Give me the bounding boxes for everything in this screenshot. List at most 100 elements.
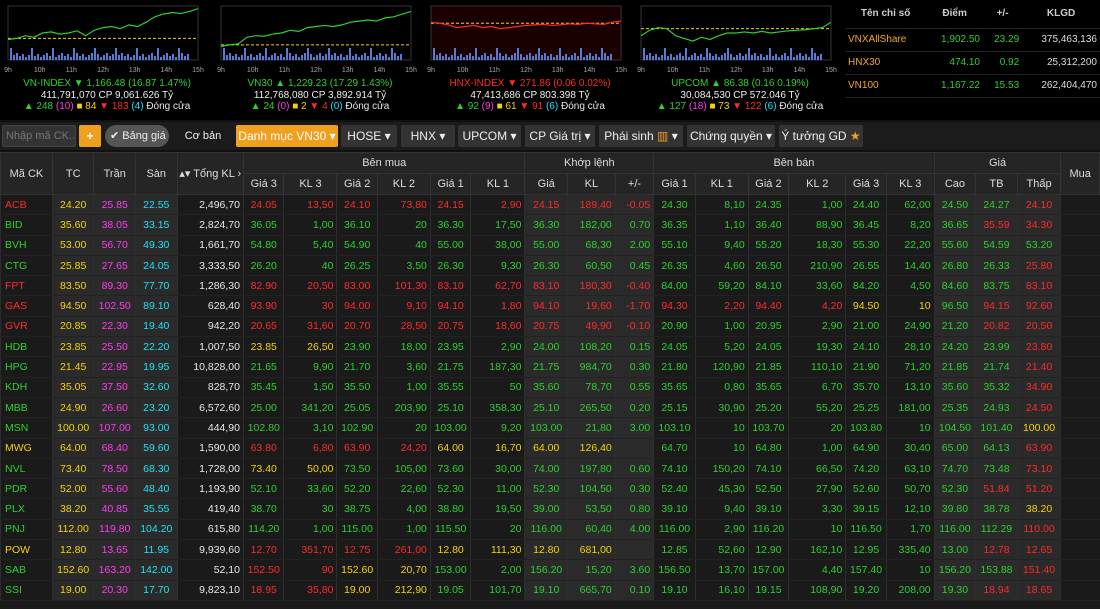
stock-row[interactable]: FPT 83.50 89.30 77.70 1,286,30 82.90 20,50 83.0… — [0, 275, 1100, 297]
stock-row[interactable]: MWG 64.00 68.40 59.60 1,590,00 63.80 6,80 63.90… — [0, 438, 1100, 459]
subcol-tb-16[interactable]: TB — [975, 173, 1018, 195]
stock-row[interactable]: PNJ 112.00 119.80 104.20 615,80 114.20 1,00 115… — [0, 519, 1100, 541]
symbol-cell[interactable]: HPG — [0, 356, 53, 378]
subcol-kl-1-10[interactable]: KL 1 — [694, 173, 749, 195]
symbol-cell[interactable]: BVH — [0, 235, 53, 256]
index-row[interactable]: VNXAllShare 1,902.50 23.29 375,463,136 — [845, 28, 1100, 52]
tab-derivatives[interactable]: Phái sinh ▥ ▾ — [599, 125, 683, 147]
col-ref-price[interactable]: TC — [51, 152, 95, 195]
tab-warrants[interactable]: Chứng quyền ▾ — [687, 125, 775, 147]
tab-vn30-watchlist[interactable]: Danh mục VN30 ▾ — [236, 125, 338, 147]
volume-bar — [181, 53, 183, 60]
tab-hnx[interactable]: HNX ▾ — [401, 125, 455, 147]
volume-bar — [502, 56, 504, 60]
symbol-cell[interactable]: POW — [0, 539, 53, 561]
stock-row[interactable]: MSN 100.00 107.00 93.00 444,90 102.80 3,10 102.… — [0, 417, 1100, 439]
stock-row[interactable]: ACB 24.20 25.85 22.55 2,496,70 24.05 13,50 24.1… — [0, 194, 1100, 216]
vn30-chart[interactable]: 9h 10h 11h 12h 13h 14h 15h VN30 ▲ 1,229.23 (17.… — [215, 0, 425, 120]
add-stock-button[interactable]: + — [79, 125, 101, 147]
col-buy[interactable]: Mua — [1060, 152, 1100, 195]
stock-row[interactable]: NVL 73.40 78.50 68.30 1,728,00 73.40 50,00 73.5… — [0, 458, 1100, 480]
stock-row[interactable]: MBB 24.90 26.60 23.20 6,572,60 25.00 341,20 25.… — [0, 397, 1100, 419]
symbol-cell[interactable]: MSN — [0, 417, 53, 439]
col-ceiling[interactable]: Trần — [93, 152, 136, 195]
volume-cell: 10 — [885, 295, 935, 317]
tab-label: HNX — [410, 129, 436, 143]
symbol-cell[interactable]: PDR — [0, 478, 53, 500]
volume-bar — [121, 53, 123, 60]
time-tick-label: 9h — [427, 67, 435, 74]
time-tick-label: 14h — [583, 67, 595, 74]
stock-row[interactable]: BID 35.60 38.05 33.15 2,824,70 36.05 1,00 36.10… — [0, 214, 1100, 236]
symbol-cell[interactable]: ACB — [0, 194, 53, 216]
volume-bar — [55, 57, 57, 60]
stock-row[interactable]: POW 12.80 13.65 11.95 9,939,60 12.70 351,70 12.… — [0, 539, 1100, 561]
stock-row[interactable]: KDH 35.05 37.50 32.60 828,70 35.45 1,50 35.50 1,… — [0, 377, 1100, 398]
subcol-gi-3-13[interactable]: Giá 3 — [845, 173, 887, 195]
col-symbol[interactable]: Mã CK — [0, 152, 53, 195]
price-cell: 23.80 — [1016, 336, 1061, 358]
subcol-gi-2-11[interactable]: Giá 2 — [747, 173, 790, 195]
subcol-kl-3-1[interactable]: KL 3 — [283, 173, 338, 195]
subcol-gi-1-4[interactable]: Giá 1 — [429, 173, 472, 195]
index-row[interactable]: HNX30 474.10 0.92 25,312,200 — [845, 51, 1100, 75]
tab-trading-ideas[interactable]: Ý tưởng GD ★ — [779, 125, 863, 147]
subcol-gi-3-0[interactable]: Giá 3 — [242, 173, 285, 195]
subcol-kl-2-3[interactable]: KL 2 — [376, 173, 431, 195]
symbol-cell[interactable]: MBB — [0, 397, 53, 419]
subcol-gi--6[interactable]: Giá — [524, 173, 568, 195]
vnindex-chart[interactable]: 9h 10h 11h 12h 13h 14h 15h VN-INDEX ▼ 1,166.48 … — [2, 0, 212, 120]
price-cell: 35.32 — [975, 377, 1018, 398]
subcol-th-p-17[interactable]: Thấp — [1016, 173, 1062, 195]
subcol-kl-1-5[interactable]: KL 1 — [470, 173, 526, 195]
symbol-cell[interactable]: PLX — [0, 498, 53, 520]
stock-row[interactable]: PDR 52.00 55.60 48.40 1,193,90 52.10 33,60 52.2… — [0, 478, 1100, 500]
tab-upcom[interactable]: UPCOM ▾ — [458, 125, 521, 147]
symbol-cell[interactable]: SAB — [0, 559, 53, 581]
subcol-gi-2-2[interactable]: Giá 2 — [336, 173, 378, 195]
price-board-toggle[interactable]: ✔ Bảng giá — [105, 125, 169, 147]
volume-bar — [742, 56, 744, 60]
stock-row[interactable]: BVH 53.00 56.70 49.30 1,661,70 54.80 5,40 54.90… — [0, 235, 1100, 256]
stock-row[interactable]: SAB 152.60 163.20 142.00 52,10 152.50 90 152.60… — [0, 559, 1100, 581]
symbol-cell[interactable]: FPT — [0, 275, 53, 297]
price-cell: 52.10 — [242, 478, 284, 500]
symbol-cell[interactable]: MWG — [0, 438, 53, 459]
subcol-gi-1-9[interactable]: Giá 1 — [653, 173, 696, 195]
volume-bar — [172, 54, 174, 60]
stock-row[interactable]: HDB 23.85 25.50 22.20 1,007,50 23.85 26,50 23.9… — [0, 336, 1100, 358]
tab-value-stocks[interactable]: CP Giá trị ▾ — [525, 125, 595, 147]
index-row[interactable]: VN100 1,167.22 15.53 262,404,470 — [845, 74, 1100, 98]
symbol-cell[interactable]: BID — [0, 214, 53, 236]
stock-row[interactable]: HPG 21.45 22.95 19.95 10,828,00 21.65 9,90 21.7… — [0, 356, 1100, 378]
tab-basic[interactable]: Cơ bản — [174, 125, 232, 147]
symbol-cell[interactable]: NVL — [0, 458, 53, 480]
hnx-index-chart[interactable]: 9h 10h 11h 12h 13h 14h 15h HNX-INDEX ▼ 271.86 (… — [425, 0, 635, 120]
stock-row[interactable]: PLX 38.20 40.85 35.55 419,40 38.70 30 38.75 4,00… — [0, 498, 1100, 520]
subcol-cao-15[interactable]: Cao — [933, 173, 977, 195]
price-cell: 116.50 — [845, 519, 887, 541]
volume-cell: 681,00 — [567, 539, 616, 561]
stock-row[interactable]: SSI 19.00 20.30 17.70 9,823,10 18.95 35,80 19.0… — [0, 580, 1100, 601]
subcol---8[interactable]: +/- — [614, 173, 655, 195]
symbol-cell[interactable]: GAS — [0, 295, 53, 317]
subcol-kl-2-12[interactable]: KL 2 — [788, 173, 847, 195]
symbol-cell[interactable]: HDB — [0, 336, 53, 358]
symbol-cell[interactable]: PNJ — [0, 519, 53, 541]
subcol-kl-7[interactable]: KL — [567, 173, 616, 195]
volume-bar — [730, 54, 732, 60]
symbol-cell[interactable]: CTG — [0, 255, 53, 277]
stock-search-input[interactable] — [2, 125, 76, 147]
symbol-cell[interactable]: SSI — [0, 580, 53, 601]
subcol-kl-3-14[interactable]: KL 3 — [885, 173, 935, 195]
upcom-chart[interactable]: 9h 10h 11h 12h 13h 14h 15h UPCOM ▲ 86.38 (0.16 … — [635, 0, 845, 120]
col-floor[interactable]: Sàn — [134, 152, 178, 195]
col-total-volume[interactable]: ▴▾ Tổng KL › — [176, 152, 244, 195]
symbol-cell[interactable]: GVR — [0, 316, 53, 338]
symbol-cell[interactable]: KDH — [0, 377, 53, 398]
tab-hose[interactable]: HOSE ▾ — [341, 125, 397, 147]
volume-bar — [550, 54, 552, 60]
stock-row[interactable]: CTG 25.85 27.65 24.05 3,333,50 26.20 40 26.25 3,… — [0, 255, 1100, 277]
stock-row[interactable]: GVR 20.85 22.30 19.40 942,20 20.65 31,60 20.70 2… — [0, 316, 1100, 338]
stock-row[interactable]: GAS 94.50 102.50 89.10 628,40 93.90 30 94.00 9,1… — [0, 295, 1100, 317]
